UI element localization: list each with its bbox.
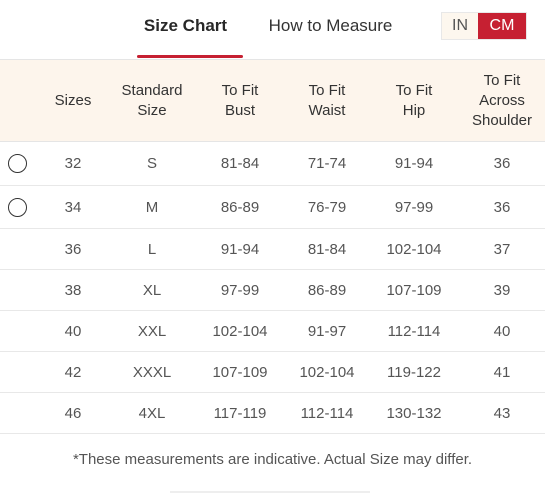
cell-bust: 81-84: [220, 155, 260, 172]
cell-hip: 97-99: [394, 198, 434, 216]
cell-standard-size: XXL: [137, 322, 167, 340]
cell-standard-size: S: [146, 155, 157, 172]
cell-shoulder: 43: [493, 404, 511, 422]
cell-shoulder: 37: [493, 240, 511, 258]
cell-size: 34: [64, 198, 82, 216]
cell-shoulder: 36: [493, 198, 511, 216]
tab-how-to-measure[interactable]: How to Measure: [258, 0, 403, 58]
tabs-bar: Size Chart How to Measure IN CM: [0, 0, 545, 60]
table-row: 42 XXXL 107-109 102-104 119-122 41: [0, 352, 545, 393]
cell-waist: 71-74: [307, 155, 347, 172]
cell-bust: 97-99: [220, 281, 260, 299]
unit-in-button[interactable]: IN: [442, 13, 478, 39]
cell-hip: 130-132: [386, 404, 442, 422]
header-hip: To Fit Hip: [395, 81, 433, 119]
table-row: 36 L 91-94 81-84 102-104 37: [0, 229, 545, 270]
header-sizes: Sizes: [54, 91, 92, 109]
cell-waist: 91-97: [307, 322, 347, 340]
cell-bust: 107-109: [212, 363, 268, 381]
footnote: *These measurements are indicative. Actu…: [72, 451, 473, 468]
cell-size: 36: [64, 240, 82, 258]
cell-standard-size: L: [147, 240, 157, 258]
unit-cm-button[interactable]: CM: [478, 13, 526, 39]
cell-bust: 102-104: [212, 322, 268, 340]
cell-size: 42: [64, 363, 82, 381]
table-row: 46 4XL 117-119 112-114 130-132 43: [0, 393, 545, 434]
table-row: 38 XL 97-99 86-89 107-109 39: [0, 270, 545, 311]
cell-waist: 86-89: [307, 281, 347, 299]
size-radio-button[interactable]: [8, 197, 27, 217]
tab-size-chart[interactable]: Size Chart: [128, 0, 243, 58]
cell-shoulder: 39: [493, 281, 511, 299]
table-row[interactable]: 32 S 81-84 71-74 91-94 36: [0, 142, 545, 186]
cell-waist: 112-114: [300, 404, 354, 422]
cell-size: 40: [64, 322, 82, 340]
cell-shoulder: 41: [493, 363, 511, 381]
cell-hip: 112-114: [387, 322, 441, 340]
size-table-header: Sizes Standard Size To Fit Bust To Fit Wais…: [0, 60, 545, 142]
cell-hip: 107-109: [386, 281, 442, 299]
cell-bust: 91-94: [220, 240, 260, 258]
cell-standard-size: XL: [142, 281, 162, 299]
size-radio-button[interactable]: [8, 154, 27, 173]
tab-size-chart-label: Size Chart: [143, 16, 228, 35]
table-row: 40 XXL 102-104 91-97 112-114 40: [0, 311, 545, 352]
cell-hip: 91-94: [394, 155, 434, 172]
cell-hip: 102-104: [386, 240, 442, 258]
cell-hip: 119-122: [387, 363, 441, 381]
cell-bust: 117-119: [213, 404, 267, 422]
cell-size: 32: [64, 155, 82, 172]
cell-standard-size: M: [145, 198, 159, 216]
cell-standard-size: 4XL: [138, 404, 166, 422]
active-tab-indicator: [137, 55, 243, 58]
divider: [170, 491, 370, 493]
cell-waist: 81-84: [307, 240, 347, 258]
header-waist: To Fit Waist: [308, 81, 346, 119]
cell-bust: 86-89: [220, 198, 260, 216]
header-standard-size: Standard Size: [121, 81, 183, 119]
tab-how-to-measure-label: How to Measure: [268, 16, 393, 35]
header-bust: To Fit Bust: [221, 81, 259, 119]
header-shoulder: To Fit Across Shoulder: [471, 71, 533, 129]
table-row[interactable]: 34 M 86-89 76-79 97-99 36: [0, 186, 545, 229]
cell-standard-size: XXXL: [132, 363, 172, 381]
cell-shoulder: 36: [493, 155, 511, 172]
cell-size: 46: [64, 404, 82, 422]
cell-size: 38: [64, 281, 82, 299]
cell-shoulder: 40: [493, 322, 511, 340]
cell-waist: 76-79: [307, 198, 347, 216]
unit-toggle: IN CM: [441, 12, 527, 40]
cell-waist: 102-104: [299, 363, 355, 381]
